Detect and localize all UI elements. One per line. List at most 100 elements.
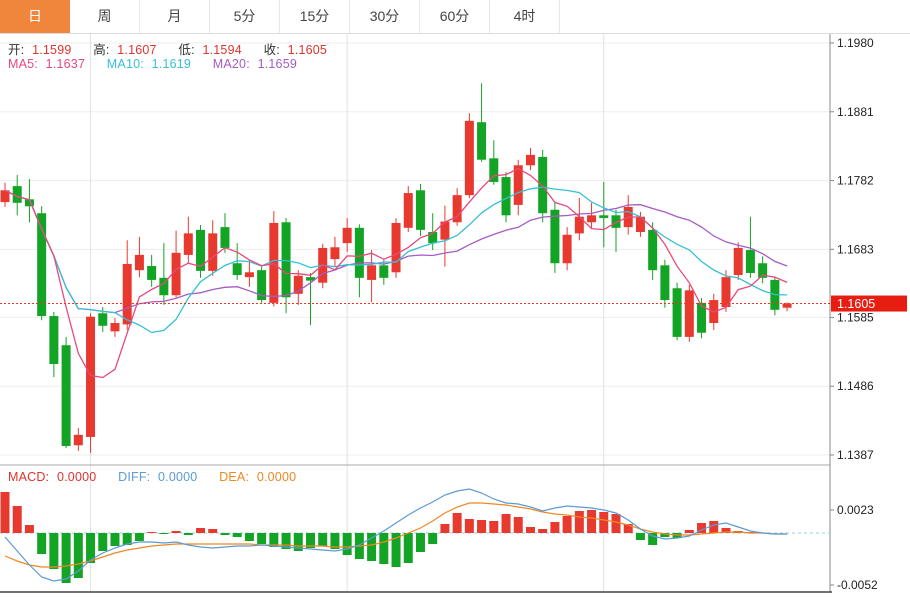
candle-body <box>232 263 242 276</box>
macd-bar <box>599 512 609 533</box>
candle-body <box>452 195 462 223</box>
candle-body <box>464 120 474 196</box>
candle-body <box>648 229 658 271</box>
ma20-value: 1.1659 <box>257 57 298 71</box>
candle-body <box>379 265 389 278</box>
candlestick-macd-chart[interactable]: 1.1980 1.1881 1.1782 1.1683 1.1585 1.1486 1.13… <box>0 33 910 597</box>
candle-body <box>244 272 254 278</box>
macd-bar <box>12 506 22 533</box>
price-axis-tick: 1.1683 <box>837 242 874 256</box>
macd-label: MACD: <box>8 470 50 484</box>
macd-bar <box>562 516 572 533</box>
macd-bar <box>196 528 206 533</box>
candle-body <box>525 154 535 166</box>
macd-bar <box>525 527 535 533</box>
macd-bar <box>477 520 487 533</box>
candle-body <box>257 270 267 301</box>
last-price-tag: 1.1605 <box>831 295 907 312</box>
macd-bar <box>98 533 108 551</box>
macd-bar <box>342 533 352 555</box>
macd-bar <box>171 531 181 533</box>
macd-bar <box>464 519 474 533</box>
dea-value: 0.0000 <box>256 470 297 484</box>
price-axis-tick: 1.1881 <box>837 105 874 119</box>
candle-body <box>183 233 193 255</box>
macd-bar <box>183 533 193 535</box>
candle-body <box>122 263 132 325</box>
candle-body <box>587 215 597 223</box>
candle-body <box>574 216 584 234</box>
ma10-line <box>4 186 788 334</box>
macd-bar <box>232 533 242 537</box>
chart-area: 1.1980 1.1881 1.1782 1.1683 1.1585 1.1486 1.13… <box>0 33 910 597</box>
tab-60min[interactable]: 60分 <box>420 0 490 33</box>
macd-bar <box>611 514 621 533</box>
tab-week[interactable]: 周 <box>70 0 140 33</box>
close-value: 1.1605 <box>287 43 328 57</box>
tab-30min[interactable]: 30分 <box>350 0 420 33</box>
candle-body <box>635 216 645 232</box>
candle-body <box>489 158 499 182</box>
macd-bar <box>37 533 47 554</box>
macd-readout: MACD: 0.0000 DIFF: 0.0000 DEA: 0.0000 <box>8 470 300 484</box>
candle-body <box>733 247 743 276</box>
candle-body <box>367 265 377 280</box>
macd-bar <box>501 514 511 533</box>
candle-body <box>550 209 560 264</box>
macd-bar <box>0 492 10 533</box>
macd-bar <box>684 530 694 533</box>
candle-body <box>660 265 670 301</box>
price-axis-tick: 1.1782 <box>837 174 874 188</box>
macd-bar <box>648 533 658 545</box>
macd-bar <box>134 533 144 541</box>
tab-month[interactable]: 月 <box>140 0 210 33</box>
candle-body <box>440 221 450 240</box>
candle-body <box>37 213 47 317</box>
tab-day[interactable]: 日 <box>0 0 70 33</box>
candle-body <box>599 215 609 219</box>
macd-bar <box>24 525 34 533</box>
price-axis-tick: 1.1980 <box>837 36 874 50</box>
macd-bar <box>574 511 584 533</box>
macd-bar <box>367 533 377 561</box>
macd-histogram <box>0 492 755 583</box>
candle-body <box>134 254 144 271</box>
candle-body <box>12 186 22 203</box>
candle-body <box>293 275 303 294</box>
macd-bar <box>257 533 267 544</box>
low-label: 低: <box>178 43 195 57</box>
macd-bar <box>208 529 218 533</box>
macd-value: 0.0000 <box>56 470 97 484</box>
svg-text:1.1605: 1.1605 <box>837 297 875 311</box>
macd-bar <box>244 533 254 541</box>
candle-body <box>159 277 169 296</box>
diff-line <box>4 488 788 582</box>
macd-bar <box>489 521 499 533</box>
price-axis-tick: 1.1387 <box>837 448 874 462</box>
candle-body <box>428 231 438 244</box>
candle-body <box>306 277 315 281</box>
candle-body <box>61 345 71 446</box>
macd-bar <box>73 533 83 578</box>
candle-body <box>562 234 572 264</box>
high-value: 1.1607 <box>117 43 157 57</box>
macd-bar <box>220 533 230 535</box>
tab-15min[interactable]: 15分 <box>280 0 350 33</box>
candle-body <box>391 222 401 273</box>
close-label: 收: <box>263 43 280 57</box>
tab-4hour[interactable]: 4时 <box>490 0 560 33</box>
candle-body <box>513 165 523 205</box>
candle-body <box>745 250 755 273</box>
macd-bar <box>623 524 633 533</box>
candle-body <box>477 122 487 160</box>
macd-bar <box>86 533 96 563</box>
ma5-value: 1.1637 <box>45 57 86 71</box>
macd-bar <box>306 533 315 548</box>
price-axis-tick: 1.1585 <box>837 310 874 324</box>
candle-body <box>86 316 96 437</box>
tab-5min[interactable]: 5分 <box>210 0 280 33</box>
macd-bar <box>697 523 707 533</box>
ma5-label: MA5: <box>8 57 38 71</box>
candle-body <box>171 252 181 296</box>
candlestick-series <box>0 83 792 453</box>
